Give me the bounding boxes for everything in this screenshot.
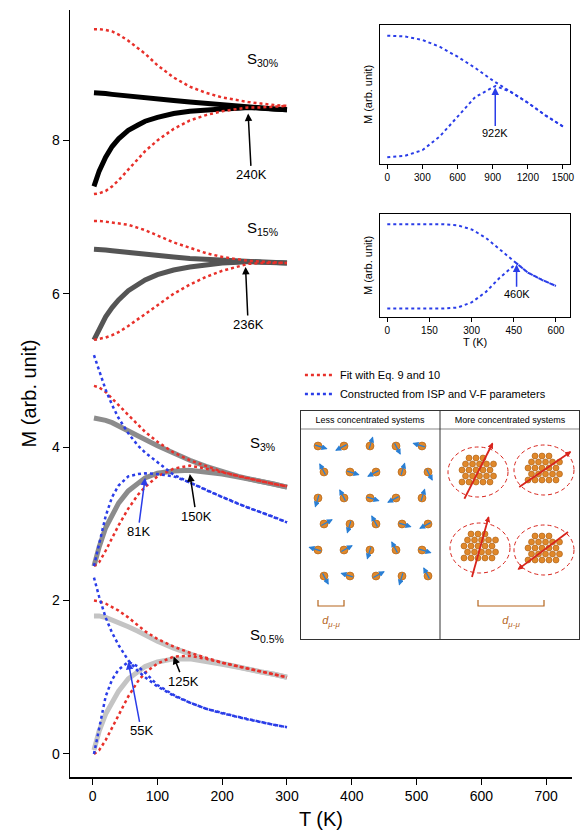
svg-text:0: 0 xyxy=(384,172,390,183)
svg-text:S​0.5%​: S​0.5%​ xyxy=(250,626,284,645)
svg-text:T (K): T (K) xyxy=(463,336,487,348)
svg-text:400: 400 xyxy=(340,788,364,804)
svg-text:500: 500 xyxy=(405,788,429,804)
svg-text:150: 150 xyxy=(421,325,438,336)
svg-text:6: 6 xyxy=(52,286,60,302)
svg-text:700: 700 xyxy=(534,788,558,804)
svg-text:150K: 150K xyxy=(181,509,212,524)
svg-text:236K: 236K xyxy=(233,317,264,332)
svg-text:922K: 922K xyxy=(482,127,508,139)
svg-text:460K: 460K xyxy=(504,288,530,300)
svg-text:300: 300 xyxy=(414,172,431,183)
svg-text:600: 600 xyxy=(548,325,565,336)
svg-text:300: 300 xyxy=(275,788,299,804)
svg-text:450: 450 xyxy=(505,325,522,336)
svg-text:T (K): T (K) xyxy=(299,808,343,830)
svg-text:1500: 1500 xyxy=(552,172,575,183)
svg-text:600: 600 xyxy=(449,172,466,183)
svg-text:600: 600 xyxy=(470,788,494,804)
svg-text:Constructed from ISP and V-F p: Constructed from ISP and V-F parameters xyxy=(340,388,546,400)
svg-text:1200: 1200 xyxy=(517,172,540,183)
svg-text:S​30%​: S​30%​ xyxy=(247,50,278,69)
svg-text:M (arb. unit): M (arb. unit) xyxy=(18,340,40,448)
svg-text:M (arb. unit): M (arb. unit) xyxy=(362,236,374,295)
svg-text:M (arb. unit): M (arb. unit) xyxy=(362,65,374,124)
svg-text:S​15%​: S​15%​ xyxy=(247,219,278,238)
svg-text:240K: 240K xyxy=(236,167,267,182)
svg-text:125K: 125K xyxy=(168,674,199,689)
svg-text:200: 200 xyxy=(211,788,235,804)
svg-text:55K: 55K xyxy=(130,723,153,738)
svg-text:0: 0 xyxy=(89,788,97,804)
svg-text:More concentrated systems: More concentrated systems xyxy=(455,415,566,425)
svg-text:0: 0 xyxy=(52,746,60,762)
svg-text:dμ-μ: dμ-μ xyxy=(322,614,340,629)
svg-text:Fit with Eq. 9 and 10: Fit with Eq. 9 and 10 xyxy=(340,369,440,381)
svg-text:100: 100 xyxy=(146,788,170,804)
svg-text:dμ-μ: dμ-μ xyxy=(502,614,520,629)
svg-text:900: 900 xyxy=(484,172,501,183)
svg-text:300: 300 xyxy=(463,325,480,336)
svg-text:4: 4 xyxy=(52,439,60,455)
svg-text:S​3%​: S​3%​ xyxy=(250,434,275,453)
svg-text:8: 8 xyxy=(52,132,60,148)
svg-text:0: 0 xyxy=(384,325,390,336)
svg-text:81K: 81K xyxy=(127,524,150,539)
svg-text:2: 2 xyxy=(52,592,60,608)
svg-text:Less concentrated systems: Less concentrated systems xyxy=(315,415,425,425)
